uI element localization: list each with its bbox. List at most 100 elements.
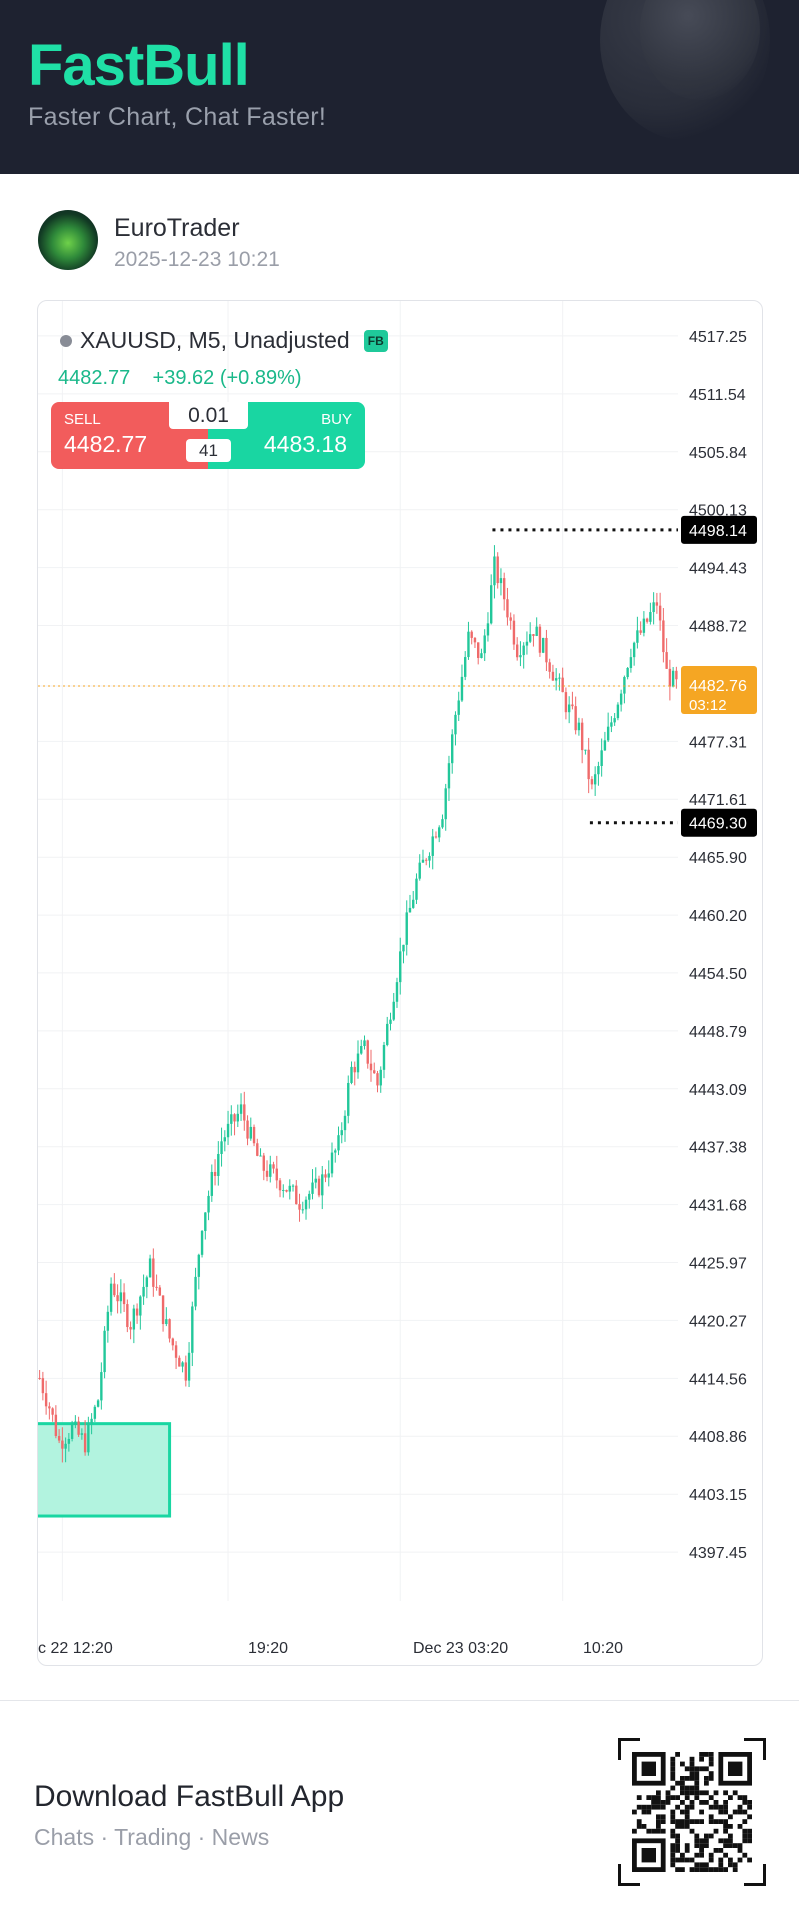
current-price-label: 4482.76 bbox=[689, 678, 747, 695]
qr-code-icon[interactable] bbox=[618, 1738, 766, 1886]
y-tick-label: 4511.54 bbox=[689, 387, 746, 404]
candle bbox=[470, 631, 473, 638]
candle bbox=[616, 704, 620, 719]
qr-module bbox=[728, 1857, 733, 1863]
candle bbox=[220, 1141, 223, 1154]
avatar[interactable] bbox=[38, 210, 98, 270]
qr-module bbox=[636, 1819, 642, 1824]
qr-module bbox=[651, 1804, 656, 1810]
candle bbox=[606, 726, 610, 741]
candle bbox=[61, 1440, 64, 1449]
candle bbox=[291, 1185, 295, 1187]
qr-module bbox=[708, 1819, 714, 1824]
candle bbox=[486, 623, 490, 636]
candle bbox=[48, 1406, 51, 1409]
qr-module bbox=[675, 1752, 680, 1757]
qr-module bbox=[670, 1843, 676, 1848]
qr-module bbox=[742, 1819, 748, 1824]
qr-module bbox=[694, 1838, 700, 1844]
qr-module bbox=[704, 1867, 709, 1872]
qr-module bbox=[718, 1848, 724, 1853]
qr-module bbox=[699, 1862, 704, 1868]
candle bbox=[519, 655, 522, 658]
qr-module bbox=[747, 1833, 752, 1839]
candle bbox=[392, 1001, 395, 1020]
candle bbox=[278, 1180, 282, 1191]
candle bbox=[317, 1178, 321, 1196]
candle bbox=[528, 634, 532, 642]
qr-module bbox=[670, 1828, 676, 1834]
candle bbox=[564, 692, 568, 713]
y-tick-label: 4403.15 bbox=[689, 1487, 747, 1504]
qr-module bbox=[689, 1766, 695, 1772]
qr-module bbox=[699, 1809, 704, 1815]
qr-bracket bbox=[618, 1864, 621, 1886]
qr-module bbox=[699, 1843, 704, 1848]
candle bbox=[412, 899, 415, 908]
candle bbox=[347, 1082, 350, 1116]
qr-module bbox=[694, 1852, 700, 1858]
candle bbox=[243, 1104, 246, 1121]
spread-value: 41 bbox=[186, 439, 231, 462]
lot-size-input[interactable]: 0.01 bbox=[169, 402, 248, 429]
candle bbox=[515, 644, 519, 658]
candle bbox=[551, 671, 555, 681]
download-title[interactable]: Download FastBull App bbox=[34, 1780, 345, 1813]
qr-module bbox=[713, 1828, 719, 1834]
candle bbox=[402, 944, 405, 952]
qr-module bbox=[694, 1843, 700, 1848]
post-timestamp: 2025-12-23 10:21 bbox=[114, 248, 280, 271]
candle bbox=[489, 585, 493, 624]
buy-button[interactable]: BUY 4483.18 bbox=[208, 402, 365, 469]
candle bbox=[434, 836, 438, 838]
price-chart[interactable]: 4517.25 4511.54 4505.84 4500.13 4494.43 4488.… bbox=[37, 300, 763, 1666]
y-tick-label: 4488.72 bbox=[689, 619, 747, 636]
candle bbox=[246, 1120, 249, 1139]
qr-module bbox=[670, 1795, 676, 1800]
price-change: +39.62 (+0.89%) bbox=[152, 367, 302, 389]
qr-module bbox=[713, 1848, 719, 1853]
qr-finder bbox=[641, 1761, 656, 1776]
qr-bracket bbox=[744, 1738, 766, 1741]
qr-module bbox=[646, 1804, 652, 1810]
qr-module bbox=[656, 1824, 661, 1829]
qr-module bbox=[636, 1795, 642, 1800]
qr-module bbox=[747, 1804, 752, 1810]
qr-finder bbox=[641, 1848, 656, 1863]
candle bbox=[210, 1171, 214, 1196]
qr-module bbox=[699, 1848, 704, 1853]
x-tick-label: 10:20 bbox=[583, 1640, 623, 1657]
qr-module bbox=[689, 1771, 695, 1776]
qr-module bbox=[737, 1824, 743, 1829]
qr-module bbox=[684, 1776, 690, 1781]
qr-module bbox=[670, 1857, 676, 1863]
qr-module bbox=[708, 1814, 714, 1820]
candle bbox=[382, 1044, 386, 1070]
qr-module bbox=[704, 1752, 709, 1757]
candle bbox=[571, 704, 574, 707]
candle bbox=[213, 1171, 217, 1176]
candle bbox=[642, 618, 646, 633]
fb-badge-icon: FB bbox=[363, 329, 388, 352]
qr-module bbox=[665, 1790, 671, 1796]
candle bbox=[360, 1046, 363, 1054]
candle bbox=[285, 1189, 288, 1192]
qr-module bbox=[737, 1843, 743, 1848]
candle bbox=[603, 740, 607, 751]
candle bbox=[369, 1063, 373, 1071]
candle bbox=[174, 1345, 178, 1358]
qr-module bbox=[670, 1776, 676, 1781]
candle bbox=[200, 1230, 204, 1255]
chart-canvas[interactable]: 4517.25 4511.54 4505.84 4500.13 4494.43 4488.… bbox=[38, 301, 762, 1665]
last-price: 4482.77 bbox=[58, 367, 131, 389]
qr-module bbox=[737, 1848, 743, 1853]
candle bbox=[545, 637, 548, 663]
qr-module bbox=[684, 1766, 690, 1772]
qr-module bbox=[689, 1828, 695, 1834]
qr-module bbox=[684, 1795, 690, 1800]
qr-module bbox=[670, 1809, 676, 1815]
qr-module bbox=[680, 1857, 685, 1863]
author-name[interactable]: EuroTrader bbox=[114, 214, 240, 242]
candle bbox=[597, 765, 600, 775]
candle bbox=[165, 1319, 168, 1325]
